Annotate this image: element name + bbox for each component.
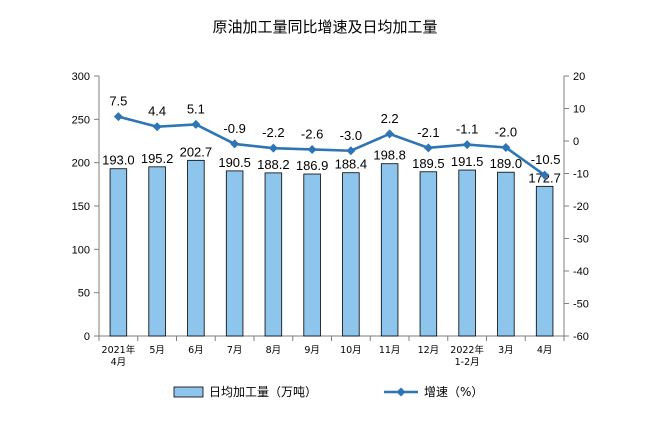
line-point bbox=[268, 143, 278, 153]
line-point bbox=[540, 170, 550, 180]
line-value-label: -1.1 bbox=[456, 122, 478, 137]
bar bbox=[342, 172, 360, 337]
right-tick-label: 20 bbox=[573, 71, 585, 83]
bar-value-label: 188.4 bbox=[335, 157, 368, 172]
line-point bbox=[307, 144, 317, 154]
line-data-labels: 7.5 4.4 5.1 -0.9 -2.2 -2.6 -3.0 2.2 -2.1 -1.1 -2.0… bbox=[109, 94, 560, 168]
bar-value-label: 198.8 bbox=[373, 148, 406, 163]
line-point bbox=[113, 112, 123, 122]
left-tick-label: 100 bbox=[72, 244, 90, 256]
line-value-label: 5.1 bbox=[187, 101, 205, 116]
bar bbox=[148, 166, 166, 337]
left-tick-label: 300 bbox=[72, 71, 90, 83]
bar bbox=[419, 171, 438, 337]
right-tick-label: 0 bbox=[573, 136, 579, 148]
x-category-label: 3月 bbox=[498, 345, 514, 356]
bar-value-label: 191.5 bbox=[451, 154, 484, 169]
right-tick-label: -40 bbox=[573, 266, 589, 278]
left-tick-label: 250 bbox=[72, 114, 90, 126]
x-category-label: 7月 bbox=[227, 345, 243, 356]
line-value-label: -3.0 bbox=[340, 128, 362, 143]
legend-line-marker bbox=[396, 387, 406, 397]
left-tick-label: 200 bbox=[72, 158, 90, 170]
x-category-label: 8月 bbox=[266, 345, 282, 356]
bar bbox=[109, 168, 128, 337]
line-value-label: -2.1 bbox=[417, 125, 439, 140]
x-category-label: 2021年 bbox=[102, 344, 136, 356]
line-point bbox=[423, 143, 433, 153]
line-value-label: -10.5 bbox=[531, 152, 561, 167]
x-category-label: 10月 bbox=[340, 345, 362, 356]
left-tick-label: 0 bbox=[84, 331, 90, 343]
bar-value-label: 190.5 bbox=[218, 155, 251, 170]
x-category-label: 4月 bbox=[537, 345, 553, 356]
line-value-label: -2.2 bbox=[262, 125, 284, 140]
bar bbox=[458, 169, 476, 337]
line-point bbox=[191, 119, 201, 129]
bar-data-labels: 193.0 195.2 202.7 190.5 188.2 186.9 188.4 198.8… bbox=[102, 144, 561, 185]
legend-bar-label: 日均加工量（万吨） bbox=[209, 385, 317, 399]
bar-value-label: 193.0 bbox=[102, 153, 135, 168]
right-tick-label: -60 bbox=[573, 331, 589, 343]
line-point bbox=[152, 122, 162, 132]
right-tick-label: -30 bbox=[573, 234, 589, 246]
x-category-label: 9月 bbox=[304, 345, 320, 356]
x-category-label: 2022年 bbox=[450, 344, 484, 356]
legend-line-label: 增速（%） bbox=[424, 385, 483, 399]
growth-line bbox=[118, 115, 546, 177]
x-category-label: 6月 bbox=[188, 345, 204, 356]
axes: 0 50 100 150 200 250 300 -60 -50 -40 -30 -20 -10 0 10 2… bbox=[72, 71, 589, 343]
bar bbox=[187, 159, 205, 337]
right-tick-label: -50 bbox=[573, 299, 589, 311]
line-point bbox=[385, 129, 395, 139]
bar bbox=[535, 185, 554, 337]
line-value-label: 7.5 bbox=[109, 94, 127, 109]
x-category-label: 1-2月 bbox=[455, 357, 480, 368]
bar-value-label: 202.7 bbox=[180, 144, 213, 159]
bar-value-label: 195.2 bbox=[141, 151, 174, 166]
x-category-label: 11月 bbox=[379, 345, 401, 356]
line-value-label: -2.0 bbox=[495, 125, 517, 140]
line-value-label: -0.9 bbox=[223, 121, 245, 136]
bar bbox=[303, 173, 321, 337]
line-point bbox=[230, 139, 240, 149]
line-series bbox=[113, 112, 550, 180]
line-point bbox=[346, 146, 356, 156]
legend-bar-swatch bbox=[173, 386, 204, 398]
right-tick-label: 10 bbox=[573, 104, 585, 116]
x-category-label: 12月 bbox=[418, 345, 440, 356]
bar-value-label: 189.0 bbox=[490, 156, 523, 171]
line-value-label: 4.4 bbox=[148, 104, 166, 119]
right-tick-label: -10 bbox=[573, 169, 589, 181]
bar-value-label: 186.9 bbox=[296, 158, 329, 173]
x-category-label: 4月 bbox=[111, 357, 127, 368]
legend: 日均加工量（万吨） 增速（%） bbox=[173, 385, 483, 399]
left-tick-label: 150 bbox=[72, 201, 90, 213]
right-tick-label: -20 bbox=[573, 201, 589, 213]
line-value-label: 2.2 bbox=[381, 111, 399, 126]
line-point bbox=[462, 140, 472, 150]
bar bbox=[264, 172, 283, 337]
bar bbox=[225, 170, 244, 337]
line-point bbox=[501, 143, 511, 152]
bar bbox=[380, 163, 399, 337]
bar-value-label: 189.5 bbox=[412, 156, 445, 171]
chart-title: 原油加工量同比增速及日均加工量 bbox=[212, 18, 437, 36]
bar bbox=[497, 171, 515, 337]
bar-value-label: 188.2 bbox=[257, 157, 290, 172]
x-category-label: 5月 bbox=[149, 345, 165, 356]
left-tick-label: 50 bbox=[78, 288, 90, 300]
bar-series bbox=[109, 159, 554, 337]
line-value-label: -2.6 bbox=[301, 126, 323, 141]
